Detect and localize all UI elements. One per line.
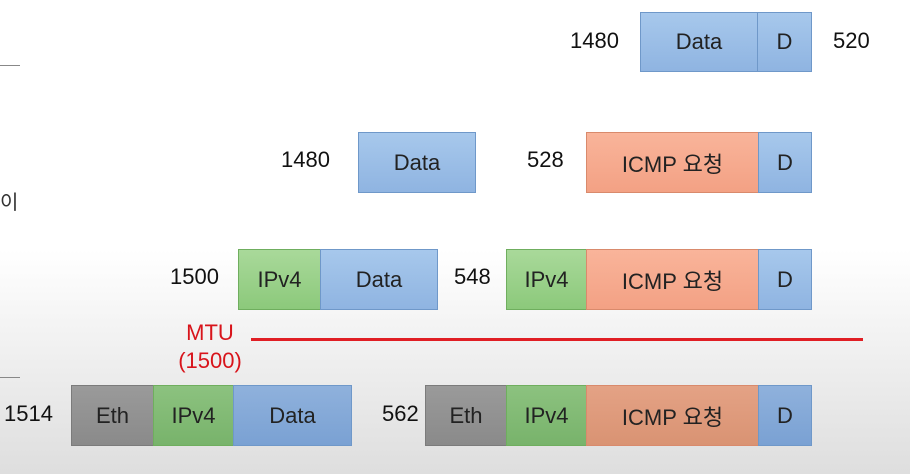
mtu-value: (1500) (178, 348, 242, 373)
mtu-line (251, 338, 863, 341)
edge-line-bottom (0, 377, 20, 378)
row2-icmp-box: ICMP 요청 (586, 132, 759, 193)
row1-right-number: 520 (833, 28, 870, 53)
row2-d-box: D (758, 132, 812, 193)
row4-eth-box: Eth (71, 385, 154, 446)
edge-line-top (0, 65, 20, 66)
row4-ipv4-box: IPv4 (153, 385, 234, 446)
row3-ipv4-box-right: IPv4 (506, 249, 587, 310)
row2-data-box: Data (358, 132, 476, 193)
row3-icmp-box: ICMP 요청 (586, 249, 759, 310)
mtu-label: MTU (186, 320, 234, 345)
row4-icmp-box: ICMP 요청 (586, 385, 759, 446)
row1-data-box: Data (640, 12, 758, 72)
row3-d-box: D (758, 249, 812, 310)
row3-left-number: 1500 (170, 264, 219, 289)
row3-mid-number: 548 (454, 264, 491, 289)
row3-ipv4-box: IPv4 (238, 249, 321, 310)
row4-data-box: Data (233, 385, 352, 446)
row4-eth-box-right: Eth (425, 385, 507, 446)
row2-left-number: 1480 (281, 147, 330, 172)
row2-mid-number: 528 (527, 147, 564, 172)
row1-d-box: D (757, 12, 812, 72)
row4-left-number: 1514 (4, 401, 53, 426)
row3-data-box: Data (320, 249, 438, 310)
row4-ipv4-box-right: IPv4 (506, 385, 587, 446)
row4-mid-number: 562 (382, 401, 419, 426)
row4-d-box: D (758, 385, 812, 446)
edge-text: 이 (0, 192, 19, 214)
mtu-label-block: MTU (1500) (170, 319, 250, 375)
row1-left-number: 1480 (570, 28, 619, 53)
